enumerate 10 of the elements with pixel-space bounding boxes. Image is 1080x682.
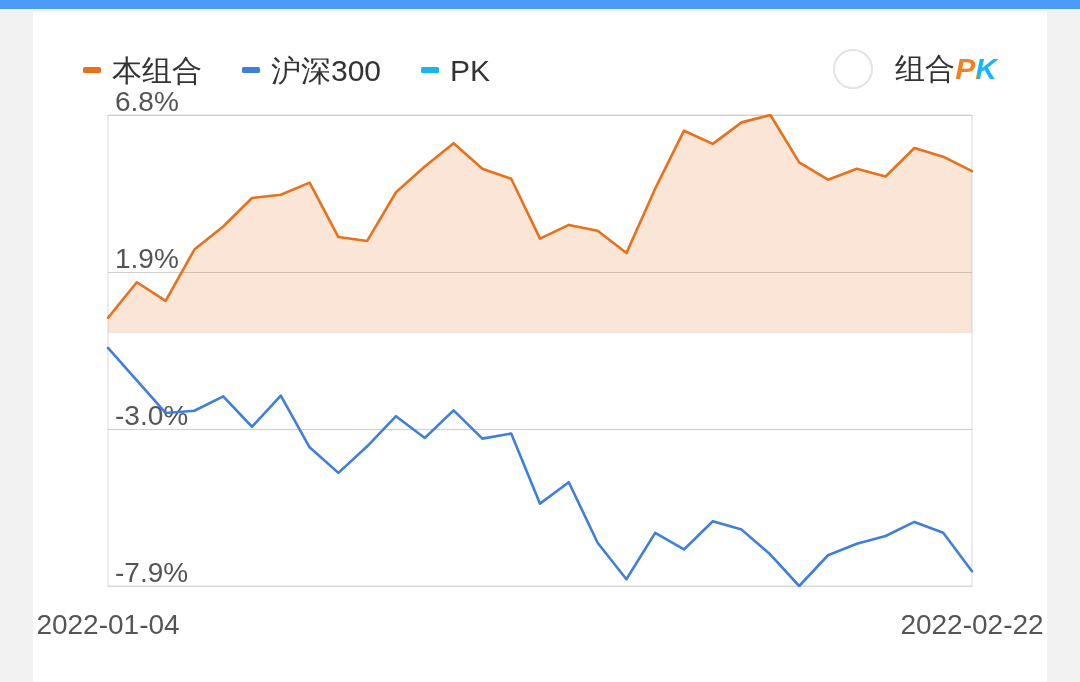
y-tick-label: 6.8% bbox=[115, 85, 179, 117]
text: 组合PK bbox=[895, 52, 1000, 85]
legend-label: 本组合 bbox=[112, 53, 202, 87]
y-tick-label: 1.9% bbox=[115, 242, 179, 274]
y-tick-label: -7.9% bbox=[115, 556, 189, 588]
x-tick-label: 2022-01-04 bbox=[36, 608, 180, 640]
legend-label: PK bbox=[450, 53, 491, 87]
y-tick-label: -3.0% bbox=[115, 399, 189, 431]
legend-label: 沪深300 bbox=[271, 53, 382, 87]
x-tick-label: 2022-02-22 bbox=[900, 608, 1044, 640]
